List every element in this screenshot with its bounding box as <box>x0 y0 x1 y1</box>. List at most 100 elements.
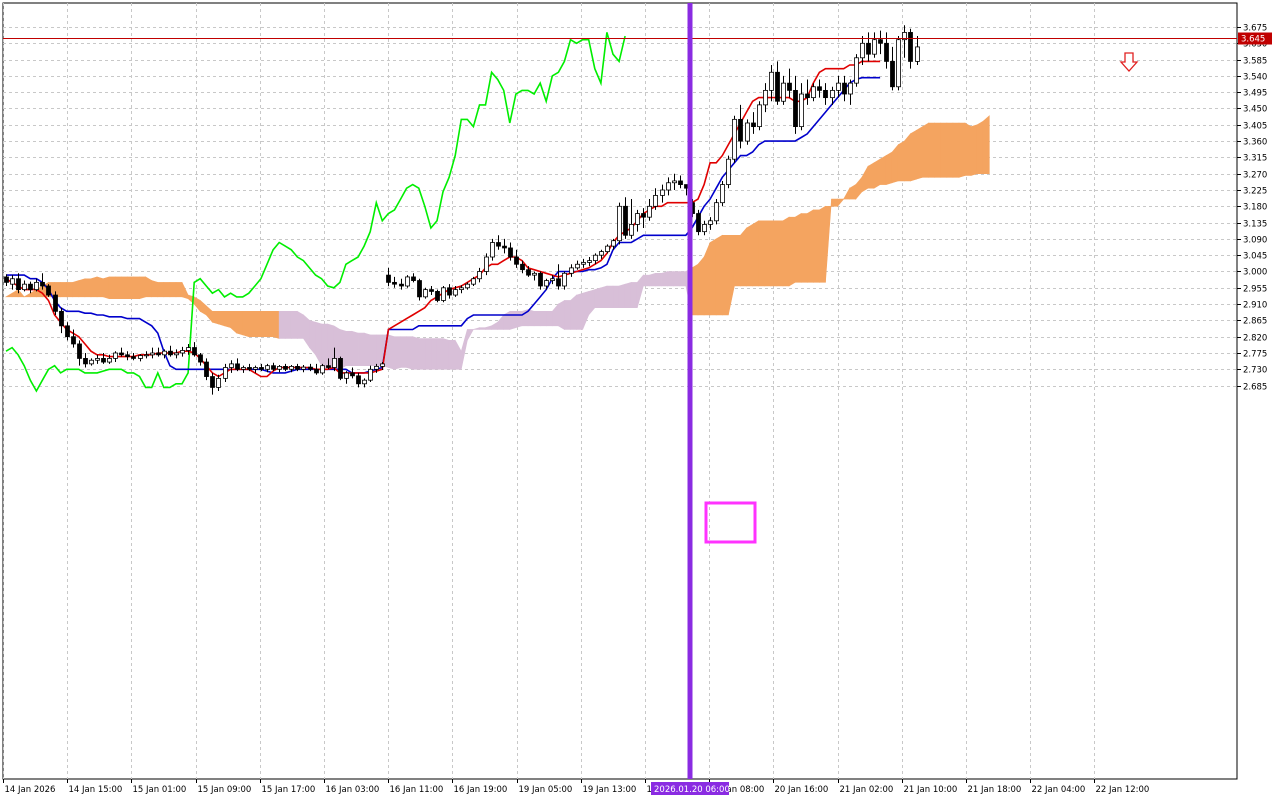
candle-body <box>435 291 440 301</box>
cloud-segment <box>879 155 887 185</box>
y-tick-label: 2.865 <box>1243 317 1267 327</box>
candle-body <box>338 358 343 379</box>
cloud-segment <box>594 287 602 309</box>
candle-body <box>362 379 367 385</box>
y-tick-label: 2.685 <box>1243 383 1267 393</box>
candle-body <box>787 82 792 91</box>
current-price-label: 3.645 <box>1241 35 1265 45</box>
cloud-segment <box>679 271 687 287</box>
vertical-marker-tag <box>651 782 729 795</box>
candle-body <box>866 42 871 55</box>
cloud-segment <box>734 234 741 287</box>
candle-body <box>295 366 300 370</box>
candle-body <box>599 251 604 256</box>
cloud-segment <box>60 282 67 298</box>
candle-body <box>150 352 155 356</box>
y-tick-label: 3.135 <box>1243 220 1267 230</box>
candle-body <box>453 289 458 296</box>
cloud-segment <box>661 271 668 287</box>
x-tick-label: 15 Jan 01:00 <box>133 785 187 795</box>
candle-body <box>793 89 798 128</box>
cloud-segment <box>369 334 377 366</box>
candle-body <box>890 61 895 88</box>
candle-body <box>726 158 731 185</box>
candle-body <box>350 372 355 377</box>
candle-body <box>581 262 586 265</box>
candle-body <box>490 242 495 258</box>
cloud-segment <box>612 285 620 309</box>
chart-overlay <box>3 3 1237 779</box>
candle-body <box>666 182 671 191</box>
candle-body <box>629 224 634 236</box>
candle-body <box>162 350 167 356</box>
cloud-segment <box>916 126 923 180</box>
candle-body <box>769 71 774 91</box>
cloud-segment <box>837 198 845 208</box>
cloud-segment <box>928 122 936 178</box>
candle-body <box>459 287 464 291</box>
cloud-segment <box>982 115 990 174</box>
cloud-segment <box>776 220 784 287</box>
cloud-segment <box>558 299 565 330</box>
cloud-segment <box>424 338 432 370</box>
cloud-segment <box>78 278 86 298</box>
y-tick-label: 3.090 <box>1243 236 1267 246</box>
candle-body <box>447 287 452 296</box>
cloud-segment <box>72 280 80 298</box>
x-tick-label: 21 Jan 18:00 <box>968 785 1022 795</box>
cloud-segment <box>84 278 92 298</box>
candle-body <box>708 220 713 225</box>
candle-body <box>823 89 828 99</box>
candle-body <box>805 93 810 99</box>
cloud-segment <box>813 209 820 283</box>
plot-area <box>2 2 1238 780</box>
chikou-span-line <box>5 32 626 393</box>
candle-body <box>902 32 907 41</box>
cloud-segment <box>254 311 262 338</box>
candlesticks <box>4 25 920 395</box>
cloud-segment <box>224 311 231 329</box>
candle-body <box>4 276 9 283</box>
cloud-segment <box>260 311 268 338</box>
cloud-segment <box>284 311 292 339</box>
cloud-segment <box>121 276 128 299</box>
cloud-segment <box>394 336 401 370</box>
candle-body <box>471 278 476 285</box>
signal-highlight-box <box>704 501 757 544</box>
cloud-segment <box>643 274 650 287</box>
candle-body <box>575 263 580 269</box>
candle-body <box>356 375 361 385</box>
candle-body <box>623 205 628 236</box>
cloud-segment <box>400 336 407 368</box>
candle-body <box>71 336 76 345</box>
candle-body <box>587 260 592 263</box>
y-tick-label: 3.675 <box>1243 24 1267 34</box>
cloud-segment <box>375 334 383 366</box>
candle-body <box>569 267 574 274</box>
cloud-segment <box>667 271 675 287</box>
cloud-segment <box>90 276 98 298</box>
cloud-segment <box>163 282 171 298</box>
candle-body <box>854 57 859 84</box>
cloud-segment <box>108 276 116 299</box>
cloud-segment <box>321 323 329 370</box>
candle-body <box>617 205 622 242</box>
candle-body <box>308 366 313 370</box>
candle-body <box>405 276 410 287</box>
candle-body <box>484 256 489 272</box>
candle-body <box>908 32 913 62</box>
x-tick-label: 21 Jan 02:00 <box>840 785 894 795</box>
candle-body <box>678 180 683 185</box>
candle-body <box>344 372 349 379</box>
candle-body <box>423 289 428 298</box>
cloud-segment <box>740 227 747 287</box>
candle-body <box>131 356 136 359</box>
candle-body <box>417 280 422 298</box>
y-tick-label: 3.540 <box>1243 73 1267 83</box>
cloud-segment <box>952 122 960 178</box>
candle-body <box>34 281 39 291</box>
x-tick-label: 14 Jan 15:00 <box>69 785 123 795</box>
candle-body <box>314 368 319 374</box>
x-tick-label: 15 Jan 17:00 <box>262 785 316 795</box>
